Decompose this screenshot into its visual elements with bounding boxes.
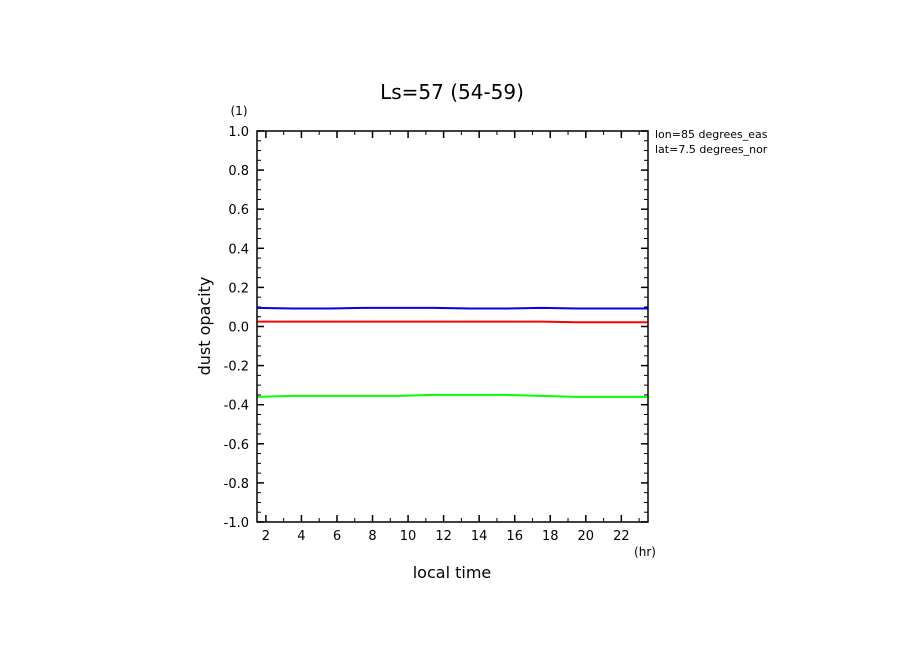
annotation-latitude: lat=7.5 degrees_nor (655, 143, 768, 156)
series-lines (256, 306, 648, 398)
x-tick-label: 12 (435, 529, 452, 544)
x-tick-label: 10 (400, 529, 417, 544)
y-tick-label: 0.4 (228, 242, 249, 257)
series-line-1 (257, 320, 648, 324)
x-tick-label: 8 (368, 529, 376, 544)
y-tick-label: 1.0 (228, 125, 249, 140)
y-tick-label: 0.6 (228, 203, 249, 218)
y-axis-label: dust opacity (195, 277, 214, 376)
x-unit-label: (hr) (634, 545, 656, 559)
annotation-longitude: lon=85 degrees_eas (655, 128, 768, 141)
y-unit-label: (1) (231, 104, 248, 118)
x-tick-label: 18 (542, 529, 559, 544)
x-tick-label: 2 (262, 529, 270, 544)
y-tick-label: 0.0 (228, 321, 249, 336)
x-tick-label: 6 (333, 529, 341, 544)
x-axis-label: local time (413, 563, 492, 582)
x-tick-label: 20 (578, 529, 595, 544)
y-tick-label: -0.2 (224, 360, 249, 375)
y-tick-label: -0.8 (224, 477, 249, 492)
tick-labels: 1.0 0.8 0.6 0.4 0.2 0.0 -0.2 -0.4 -0.6 -0.8 -1.0 2 4… (224, 125, 630, 544)
y-tick-label: -1.0 (224, 516, 249, 531)
series-line-2 (256, 393, 648, 398)
y-tick-label: -0.4 (224, 399, 249, 414)
y-tick-label: -0.6 (224, 438, 249, 453)
series-line-0 (256, 306, 648, 310)
x-tick-label: 16 (506, 529, 523, 544)
chart-title: Ls=57 (54-59) (380, 80, 524, 104)
x-tick-label: 22 (613, 529, 630, 544)
y-tick-label: 0.8 (228, 164, 249, 179)
y-tick-label: 0.2 (228, 281, 249, 296)
x-tick-label: 4 (297, 529, 305, 544)
plot-frame (256, 130, 649, 523)
axis-ticks (257, 130, 648, 523)
x-tick-label: 14 (471, 529, 488, 544)
